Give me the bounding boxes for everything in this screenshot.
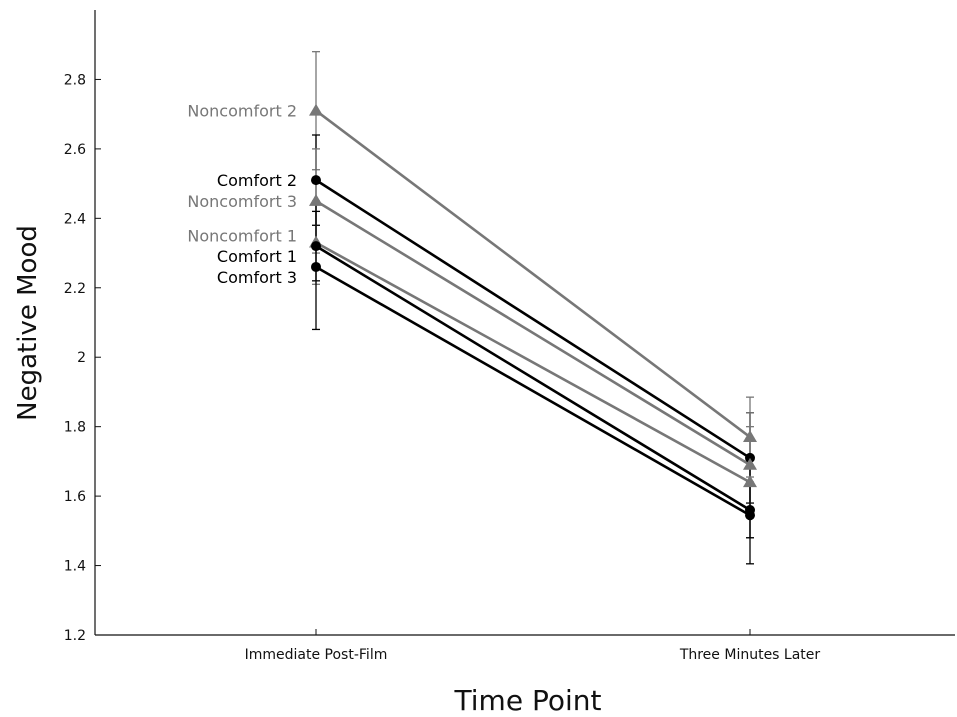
- series-label: Noncomfort 3: [187, 192, 297, 211]
- y-ticks: 1.2 1.4 1.6 1.8 2 2.2 2.4 2.6 2.8: [64, 72, 101, 644]
- y-tick-label: 1.4: [64, 559, 86, 575]
- series-label: Comfort 2: [217, 171, 297, 190]
- x-tick-label: Three Minutes Later: [679, 647, 821, 663]
- circle-marker: [311, 261, 321, 272]
- x-axis-title: Time Point: [454, 684, 602, 717]
- circle-marker: [745, 510, 755, 521]
- y-tick-label: 2: [77, 350, 86, 366]
- triangle-marker: [309, 193, 323, 206]
- x-tick-label: Immediate Post-Film: [245, 647, 388, 663]
- markers: [309, 103, 757, 521]
- y-axis-title: Negative Mood: [13, 225, 43, 421]
- series-label: Comfort 1: [217, 247, 297, 266]
- x-ticks: Immediate Post-Film Three Minutes Later: [245, 629, 821, 663]
- y-tick-label: 1.8: [64, 420, 86, 436]
- series-labels: Noncomfort 2 Comfort 2 Noncomfort 3 Noncomf…: [187, 102, 297, 287]
- series-label: Noncomfort 2: [187, 102, 297, 121]
- series-line: [315, 241, 751, 484]
- triangle-marker: [743, 475, 757, 488]
- series-line: [315, 109, 751, 439]
- triangle-marker: [743, 457, 757, 470]
- series-lines: [315, 109, 751, 517]
- series-line: [315, 245, 751, 512]
- error-bars: [312, 51, 754, 565]
- circle-marker: [311, 241, 321, 252]
- y-tick-label: 1.6: [64, 489, 86, 505]
- series-line: [315, 265, 751, 517]
- series-line: [315, 199, 751, 466]
- triangle-marker: [743, 430, 757, 442]
- axes: [94, 10, 955, 636]
- triangle-marker: [309, 103, 323, 116]
- series-label: Noncomfort 1: [187, 227, 297, 246]
- series-line: [315, 179, 751, 460]
- y-tick-label: 2.4: [64, 211, 86, 227]
- y-tick-label: 2.2: [64, 281, 86, 297]
- circle-marker: [311, 175, 321, 186]
- y-tick-label: 2.8: [64, 72, 86, 88]
- series-label: Comfort 3: [217, 268, 297, 287]
- y-tick-label: 2.6: [64, 142, 86, 158]
- y-tick-label: 1.2: [64, 628, 86, 644]
